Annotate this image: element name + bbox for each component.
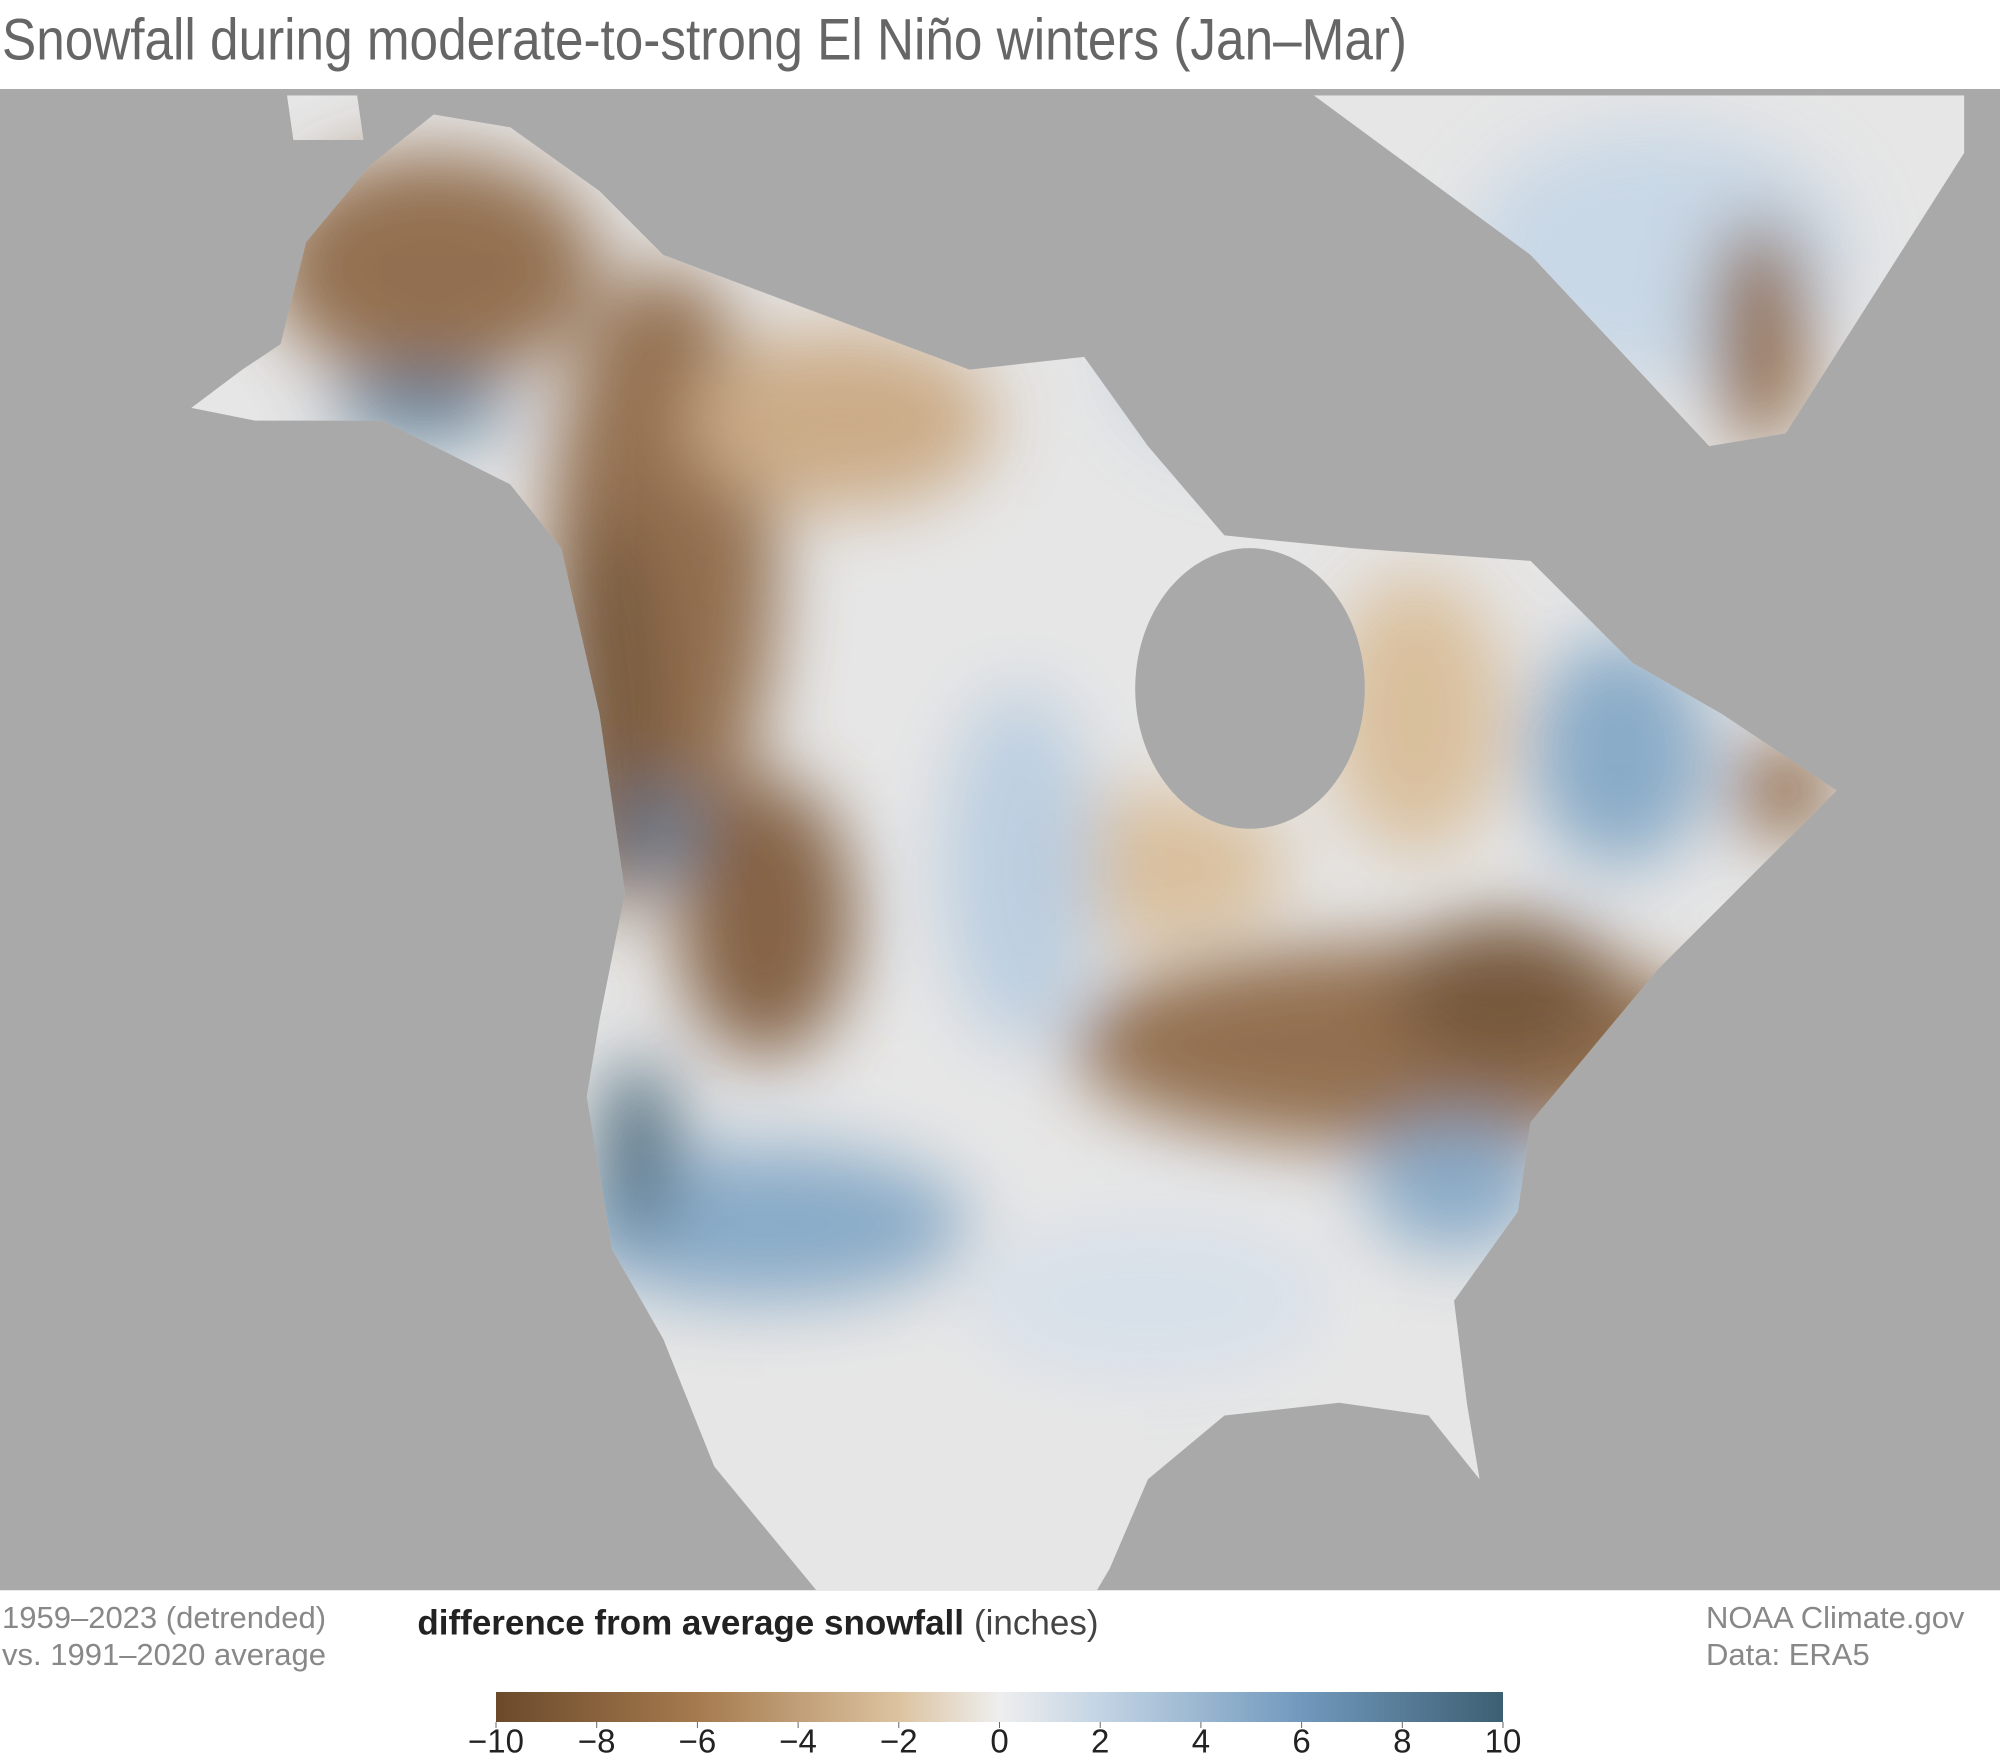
colorbar-tick-label: 8 <box>1393 1723 1411 1760</box>
colorbar-tick-label: 6 <box>1292 1723 1310 1760</box>
colorbar: difference from average snowfall (inches… <box>417 1603 1503 1722</box>
title: Snowfall during moderate-to-strong El Ni… <box>2 7 1407 72</box>
note-right: NOAA Climate.gov <box>1706 1600 1965 1635</box>
colorbar-tick-label: −4 <box>779 1723 817 1760</box>
colorbar-tick-label: −6 <box>679 1723 717 1760</box>
colorbar-tick-label: −8 <box>578 1723 616 1760</box>
colorbar-tick-label: 2 <box>1091 1723 1109 1760</box>
colorbar-tick-label: −2 <box>880 1723 918 1760</box>
note-left: 1959–2023 (detrended) <box>2 1600 326 1635</box>
colorbar-gradient <box>496 1692 1503 1722</box>
hudson-bay <box>1135 548 1365 829</box>
colorbar-tick-label: 10 <box>1485 1723 1522 1760</box>
colorbar-title: difference from average snowfall <box>417 1603 964 1642</box>
map <box>0 89 2000 1591</box>
colorbar-unit: (inches) <box>974 1603 1098 1642</box>
colorbar-tick-label: 0 <box>990 1723 1008 1760</box>
note-right: Data: ERA5 <box>1706 1637 1870 1672</box>
colorbar-tick-label: 4 <box>1192 1723 1210 1760</box>
colorbar-tick-label: −10 <box>468 1723 524 1760</box>
note-left: vs. 1991–2020 average <box>2 1637 326 1672</box>
